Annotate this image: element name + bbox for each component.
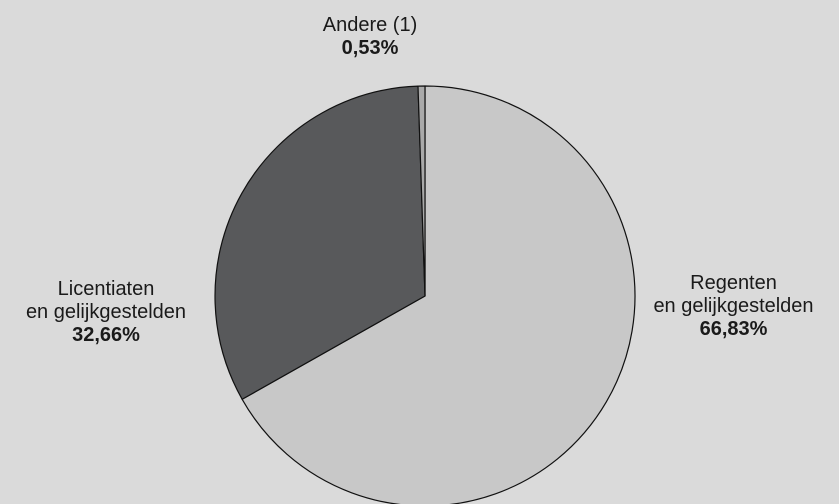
slice-regenten [241,85,636,504]
label-regenten-value: 66,83% [699,318,768,340]
label-regenten-line2: en gelijkgestelden [653,295,814,317]
slice-licentiaten [214,85,426,400]
label-regenten-line1: Regenten [690,272,777,294]
label-licentiaten: Licentiaten en gelijkgestelden 32,66% [10,278,202,347]
label-licentiaten-line1: Licentiaten [57,278,155,300]
slice-andere [417,85,426,297]
label-licentiaten-line2: en gelijkgestelden [25,301,187,323]
label-licentiaten-value: 32,66% [72,324,140,346]
label-regenten: Regenten en gelijkgestelden 66,83% [628,272,839,341]
label-andere-line1: Andere (1) [322,14,418,36]
pie-slices [214,85,636,504]
label-andere: Andere (1) 0,53% [290,14,450,60]
label-andere-value: 0,53% [341,37,399,59]
